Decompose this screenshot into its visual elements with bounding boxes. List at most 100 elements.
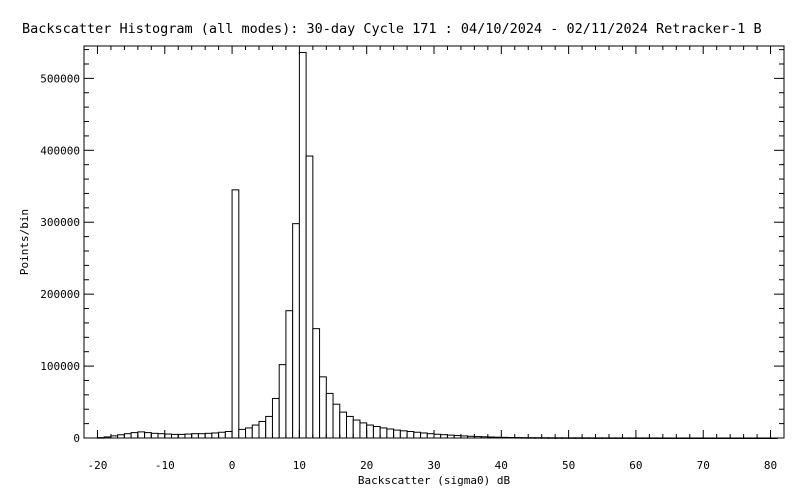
histogram-bar: [460, 435, 469, 439]
histogram-bar: [763, 437, 772, 439]
x-tick-label: 40: [495, 459, 508, 472]
histogram-bar: [588, 437, 597, 439]
histogram-bar: [386, 428, 395, 439]
histogram-bar: [669, 437, 677, 439]
histogram-bar: [453, 435, 462, 439]
histogram-bar: [258, 420, 267, 439]
histogram-bar: [547, 437, 556, 439]
histogram-bar: [319, 376, 327, 439]
bars-group: [96, 51, 778, 439]
histogram-bar: [204, 432, 213, 439]
histogram-bar: [164, 433, 172, 439]
histogram-bar: [729, 437, 738, 439]
histogram-bar: [177, 433, 186, 439]
histogram-bar: [224, 431, 233, 439]
histogram-bar: [191, 433, 199, 439]
histogram-bar: [265, 415, 273, 439]
histogram-bar: [433, 433, 442, 439]
histogram-bar: [534, 437, 543, 439]
histogram-bar: [278, 364, 287, 439]
histogram-bar: [473, 436, 482, 439]
histogram-bar: [372, 425, 381, 439]
histogram-bar: [480, 436, 489, 439]
histogram-bar: [749, 437, 758, 439]
histogram-bar: [312, 328, 321, 439]
y-tick-label: 100000: [40, 360, 80, 373]
y-tick-label: 300000: [40, 216, 80, 229]
histogram-bar: [440, 434, 448, 439]
histogram-bar: [251, 424, 260, 439]
histogram-bar: [689, 437, 697, 439]
histogram-bar: [642, 437, 650, 439]
histogram-bar: [487, 436, 496, 439]
x-tick-label: 10: [293, 459, 306, 472]
x-tick-label: 20: [360, 459, 373, 472]
x-tick-label: 60: [629, 459, 642, 472]
histogram-bar: [218, 431, 226, 439]
histogram-bar: [541, 437, 549, 439]
histogram-bar: [702, 437, 711, 439]
histogram-bar: [628, 437, 637, 439]
histogram-bar: [339, 411, 347, 439]
y-tick-label: 400000: [40, 144, 80, 157]
y-axis-label: Points/bin: [18, 209, 31, 275]
histogram-bar: [500, 436, 509, 439]
histogram-bar: [756, 437, 765, 439]
histogram-bar: [271, 397, 280, 439]
y-tick-label: 500000: [40, 72, 80, 85]
x-tick-label: 50: [562, 459, 575, 472]
histogram-bar: [137, 431, 146, 439]
histogram-bar: [366, 424, 374, 439]
histogram-bar: [507, 436, 516, 439]
histogram-bar: [110, 435, 119, 439]
histogram-bar: [245, 427, 253, 439]
histogram-bar: [662, 437, 671, 439]
histogram-bar: [722, 437, 731, 439]
histogram-bar: [359, 422, 368, 439]
y-axis: 0 100000 200000 300000 400000 500000: [40, 49, 784, 445]
histogram-bar: [231, 189, 240, 439]
x-tick-label: 80: [764, 459, 777, 472]
histogram-bar: [426, 433, 435, 439]
histogram-bar: [393, 429, 401, 439]
histogram-bar: [130, 432, 139, 439]
histogram-bar: [743, 437, 751, 439]
histogram-bar: [709, 437, 718, 439]
histogram-bar: [298, 51, 307, 439]
histogram-bar: [655, 437, 664, 439]
histogram-bar: [568, 437, 576, 439]
histogram-bar: [379, 427, 388, 439]
histogram-bar: [399, 430, 408, 439]
x-tick-label: 0: [229, 459, 236, 472]
histogram-bar: [595, 437, 603, 439]
histogram-bar: [197, 433, 206, 439]
histogram-bar: [581, 437, 590, 439]
histogram-bar: [648, 437, 657, 439]
histogram-bar: [675, 437, 684, 439]
x-tick-label: 30: [427, 459, 440, 472]
histogram-bar: [150, 432, 159, 439]
histogram-bar: [285, 310, 294, 439]
histogram-bar: [117, 434, 125, 439]
histogram-bar: [554, 437, 563, 439]
histogram-bar: [420, 432, 428, 439]
histogram-bar: [682, 437, 691, 439]
histogram-bar: [514, 437, 522, 439]
x-tick-label: -10: [155, 459, 175, 472]
histogram-bar: [696, 437, 704, 439]
histogram-bar: [621, 437, 630, 439]
histogram-bar: [305, 155, 314, 439]
histogram-bar: [103, 436, 112, 439]
x-tick-label: -20: [88, 459, 108, 472]
plot-area: [83, 45, 785, 439]
histogram-bar: [446, 434, 455, 439]
histogram-bar: [615, 437, 623, 439]
histogram-bar: [325, 392, 334, 439]
y-tick-label: 200000: [40, 288, 80, 301]
histogram-bar: [601, 437, 610, 439]
histogram-bar: [292, 223, 300, 439]
x-axis-label: Backscatter (sigma0) dB: [358, 474, 511, 487]
histogram-bar: [608, 437, 617, 439]
histogram-bar: [716, 437, 724, 439]
